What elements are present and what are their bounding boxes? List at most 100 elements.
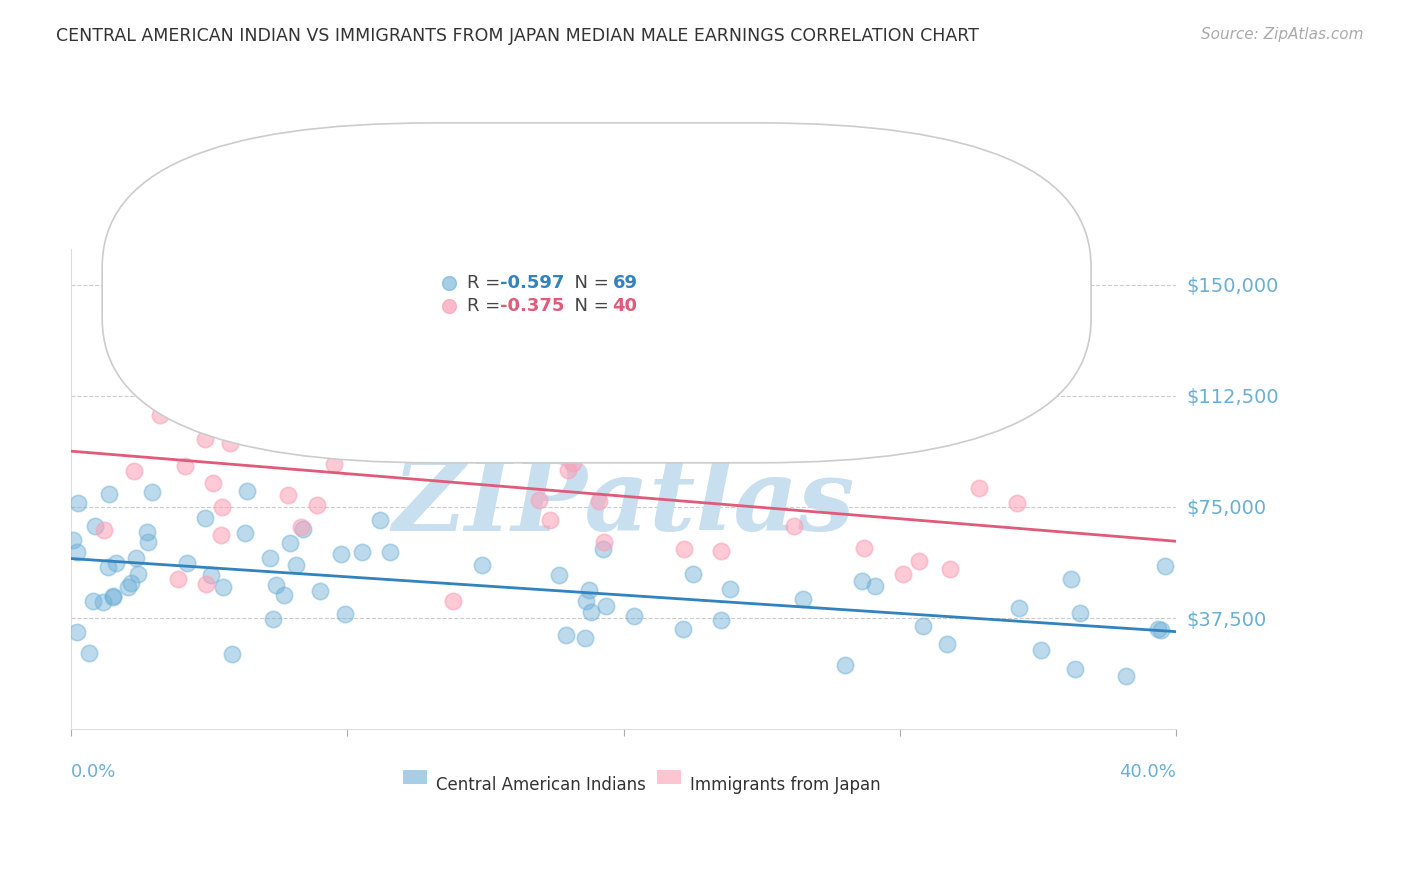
Point	[235, 483, 257, 498]
Point	[682, 566, 704, 581]
Point	[865, 579, 887, 593]
Text: Source: ZipAtlas.com: Source: ZipAtlas.com	[1201, 27, 1364, 42]
Point	[97, 487, 120, 501]
Text: Central American Indians: Central American Indians	[436, 776, 645, 794]
Point	[290, 520, 312, 534]
Point	[1007, 601, 1029, 615]
Point	[312, 321, 335, 335]
Point	[1150, 623, 1173, 637]
Point	[127, 567, 149, 582]
Point	[538, 513, 561, 527]
Point	[851, 574, 873, 588]
Point	[547, 567, 569, 582]
Point	[332, 435, 354, 450]
Text: Immigrants from Japan: Immigrants from Japan	[690, 776, 880, 794]
Bar	[657, 770, 681, 784]
Point	[368, 513, 391, 527]
Point	[783, 519, 806, 533]
Point	[335, 607, 357, 621]
Text: 69: 69	[613, 274, 638, 292]
Text: 40: 40	[613, 297, 638, 315]
Text: 0.0%: 0.0%	[72, 763, 117, 780]
Point	[595, 599, 617, 614]
Point	[104, 556, 127, 570]
Point	[149, 408, 172, 422]
Bar	[402, 770, 427, 784]
Point	[211, 580, 233, 594]
Point	[967, 481, 990, 495]
Point	[672, 622, 695, 636]
Point	[891, 567, 914, 582]
Point	[120, 576, 142, 591]
Point	[211, 500, 233, 514]
Point	[277, 488, 299, 502]
Point	[174, 459, 197, 474]
Point	[194, 576, 217, 591]
Point	[588, 493, 610, 508]
Point	[167, 572, 190, 586]
Point	[122, 464, 145, 478]
Point	[233, 526, 256, 541]
Point	[1029, 643, 1052, 657]
Point	[853, 541, 876, 555]
Point	[84, 518, 107, 533]
Point	[1064, 662, 1087, 676]
Point	[82, 593, 104, 607]
Point	[77, 646, 100, 660]
Point	[167, 374, 190, 388]
Point	[506, 445, 529, 459]
Point	[280, 536, 302, 550]
Point	[555, 627, 578, 641]
Point	[578, 583, 600, 598]
Point	[936, 637, 959, 651]
Point	[117, 580, 139, 594]
Point	[575, 594, 598, 608]
Point	[527, 493, 550, 508]
Point	[1153, 559, 1175, 574]
Point	[557, 462, 579, 476]
Point	[221, 647, 243, 661]
Point	[579, 605, 602, 619]
Point	[201, 475, 224, 490]
Point	[97, 560, 120, 574]
Point	[66, 496, 89, 510]
Point	[792, 591, 814, 606]
Point	[160, 301, 183, 315]
Point	[91, 595, 114, 609]
Point	[1005, 496, 1028, 510]
Point	[309, 583, 332, 598]
Point	[939, 561, 962, 575]
Point	[623, 608, 645, 623]
Point	[796, 361, 818, 376]
Text: -0.597: -0.597	[501, 274, 564, 292]
Point	[1069, 607, 1091, 621]
Point	[710, 613, 733, 627]
Point	[219, 436, 242, 450]
Point	[176, 557, 198, 571]
Text: N =: N =	[562, 274, 614, 292]
Point	[866, 420, 889, 434]
Text: ZIPatlas: ZIPatlas	[392, 455, 855, 552]
Point	[574, 631, 596, 645]
Point	[93, 523, 115, 537]
Point	[200, 568, 222, 582]
Point	[471, 558, 494, 572]
Point	[1060, 573, 1083, 587]
Point	[592, 541, 614, 556]
Point	[326, 377, 349, 392]
Point	[194, 511, 217, 525]
Text: CENTRAL AMERICAN INDIAN VS IMMIGRANTS FROM JAPAN MEDIAN MALE EARNINGS CORRELATIO: CENTRAL AMERICAN INDIAN VS IMMIGRANTS FR…	[56, 27, 979, 45]
Point	[911, 619, 934, 633]
Point	[329, 547, 352, 561]
Point	[1147, 622, 1170, 636]
Point	[62, 533, 84, 547]
Point	[273, 588, 295, 602]
Point	[125, 551, 148, 566]
Point	[673, 542, 696, 557]
Point	[143, 337, 166, 351]
Point	[66, 625, 89, 640]
Point	[292, 522, 315, 536]
Point	[710, 544, 733, 558]
Point	[66, 544, 89, 558]
Point	[259, 551, 281, 566]
